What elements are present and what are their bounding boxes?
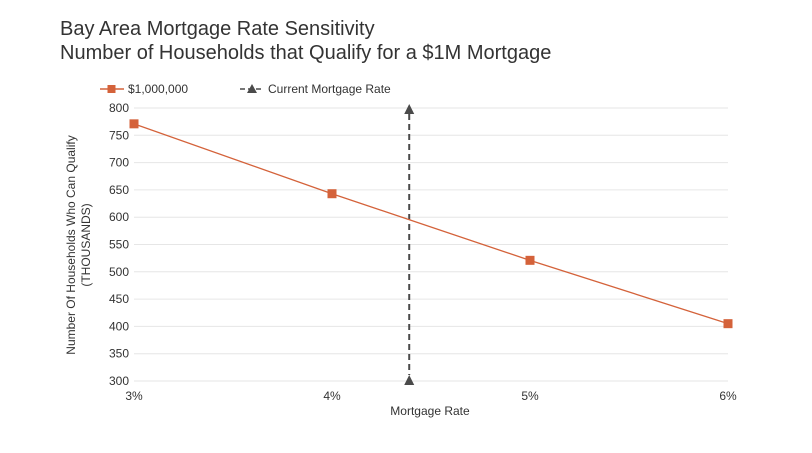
y-tick-label: 650 (109, 183, 129, 197)
y-tick-label: 700 (109, 156, 129, 170)
chart-title-line-2: Number of Households that Qualify for a … (60, 42, 552, 64)
gridlines (134, 107, 728, 382)
y-axis-label-line-2: (THOUSANDS) (79, 203, 93, 286)
series-group (129, 119, 733, 329)
y-axis-ticks: 300 350 400 450 500 550 600 650 700 750 800 (109, 101, 129, 388)
y-tick-label: 500 (109, 265, 129, 279)
y-tick-label: 550 (109, 238, 129, 252)
legend-label: Current Mortgage Rate (268, 82, 391, 96)
x-tick-label: 4% (323, 389, 341, 403)
legend-swatch-marker (107, 85, 116, 93)
y-axis-label: Number Of Households Who Can Qualify (TH… (64, 135, 93, 354)
y-tick-label: 450 (109, 292, 129, 306)
y-tick-label: 400 (109, 319, 129, 333)
current-rate-reference-line (404, 104, 415, 385)
y-tick-label: 600 (109, 210, 129, 224)
chart-title-line-1: Bay Area Mortgage Rate Sensitivity (60, 18, 375, 40)
x-tick-label: 6% (719, 389, 737, 403)
reference-marker-top (404, 104, 415, 114)
y-axis-label-line-1: Number Of Households Who Can Qualify (64, 135, 78, 354)
chart-title: Bay Area Mortgage Rate Sensitivity Numbe… (60, 17, 551, 65)
series-line (133, 123, 729, 325)
y-tick-label: 750 (109, 128, 129, 142)
legend-swatch-marker (247, 84, 257, 93)
reference-marker-bottom (404, 375, 415, 385)
data-point (525, 255, 535, 265)
data-point (129, 119, 139, 129)
x-axis-ticks: 3% 4% 5% 6% (125, 389, 737, 403)
y-tick-label: 300 (109, 374, 129, 388)
x-axis-label: Mortgage Rate (390, 404, 470, 418)
legend-label: $1,000,000 (128, 82, 188, 96)
x-tick-label: 5% (521, 389, 539, 403)
y-tick-label: 800 (109, 101, 129, 115)
y-tick-label: 350 (109, 347, 129, 361)
data-point (723, 319, 733, 329)
x-tick-label: 3% (125, 389, 143, 403)
legend: $1,000,000 Current Mortgage Rate (100, 82, 391, 96)
data-point (327, 189, 337, 199)
